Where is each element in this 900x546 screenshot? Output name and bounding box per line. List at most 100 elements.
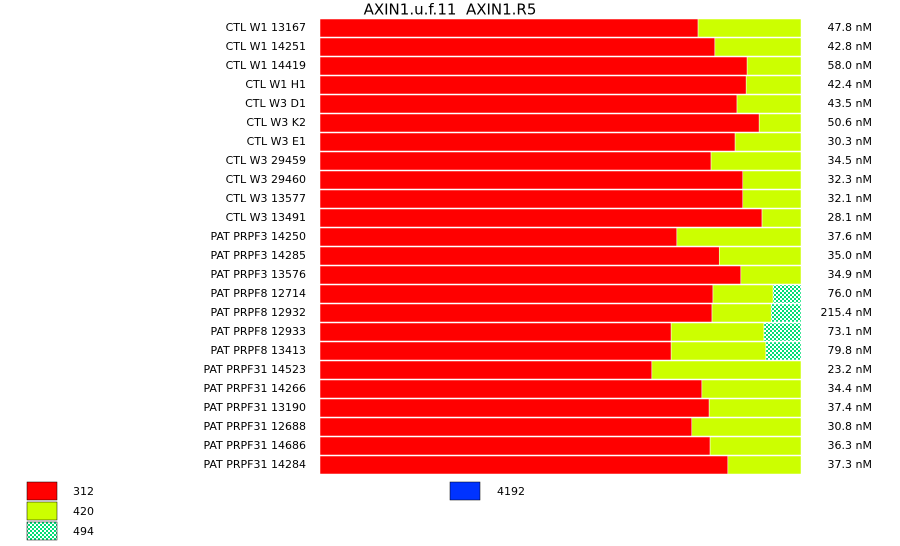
concentration-label: 37.3 nM	[828, 458, 872, 471]
bar-segment	[319, 379, 703, 399]
row-label: PAT PRPF31 13190	[203, 401, 306, 414]
bar-segment	[761, 208, 802, 228]
bar-segment	[319, 417, 693, 437]
row-label: CTL W3 D1	[245, 97, 306, 110]
chart-title: AXIN1.u.f.11 AXIN1.R5	[364, 1, 537, 19]
bar-segment	[319, 360, 653, 380]
bar-segment	[676, 227, 802, 247]
row-label: PAT PRPF31 14266	[203, 382, 306, 395]
legend-swatch	[26, 521, 58, 541]
bar-segment	[319, 341, 672, 361]
bar-segment	[319, 265, 742, 285]
bar-segment	[319, 75, 747, 95]
concentration-label: 43.5 nM	[828, 97, 872, 110]
concentration-label: 42.8 nM	[828, 40, 872, 53]
bar-segment	[740, 265, 802, 285]
row-label: CTL W3 29460	[226, 173, 306, 186]
row-label: CTL W1 14419	[226, 59, 306, 72]
bar-segment	[745, 75, 802, 95]
row-label: PAT PRPF8 12933	[210, 325, 306, 338]
concentration-label: 34.5 nM	[828, 154, 872, 167]
bar-segment	[712, 284, 774, 304]
concentration-label: 32.3 nM	[828, 173, 872, 186]
concentration-label: 30.8 nM	[828, 420, 872, 433]
row-label: CTL W3 13577	[226, 192, 306, 205]
bar-segment	[709, 436, 802, 456]
concentration-label: 32.1 nM	[828, 192, 872, 205]
bar-segment	[701, 379, 802, 399]
concentration-label: 37.4 nM	[828, 401, 872, 414]
row-label: PAT PRPF31 14523	[203, 363, 306, 376]
bar-segment	[670, 341, 767, 361]
bar-segment	[319, 227, 678, 247]
concentration-label: 47.8 nM	[828, 21, 872, 34]
bar-segment	[691, 417, 802, 437]
bar-segment	[727, 455, 802, 475]
bar-segment	[708, 398, 802, 418]
row-label: PAT PRPF3 13576	[210, 268, 306, 281]
bar-segment	[770, 303, 802, 323]
bar-segment	[319, 132, 736, 152]
row-label: PAT PRPF31 12688	[203, 420, 306, 433]
legend-swatch	[26, 481, 58, 501]
bar-segment	[711, 303, 772, 323]
bar-segment	[670, 322, 765, 342]
bar-segment	[319, 18, 699, 38]
bar-segment	[319, 170, 744, 190]
concentration-label: 34.4 nM	[828, 382, 872, 395]
concentration-label: 28.1 nM	[828, 211, 872, 224]
row-label: PAT PRPF8 13413	[210, 344, 306, 357]
row-label: CTL W1 H1	[245, 78, 306, 91]
bar-segment	[319, 113, 760, 133]
row-label: CTL W3 K2	[246, 116, 306, 129]
bar-segment	[714, 37, 802, 57]
row-label: CTL W3 29459	[226, 154, 306, 167]
bar-segment	[319, 208, 763, 228]
bar-segment	[319, 436, 711, 456]
concentration-label: 42.4 nM	[828, 78, 872, 91]
row-label: CTL W1 14251	[226, 40, 306, 53]
concentration-label: 34.9 nM	[828, 268, 872, 281]
bar-segment	[319, 151, 712, 171]
bar-segment	[319, 322, 672, 342]
legend-label: 312	[73, 485, 94, 498]
concentration-label: 37.6 nM	[828, 230, 872, 243]
concentration-label: 23.2 nM	[828, 363, 872, 376]
legend-swatch	[26, 501, 58, 521]
bar-segment	[319, 56, 748, 76]
bar-segment	[765, 341, 802, 361]
concentration-label: 30.3 nM	[828, 135, 872, 148]
row-label: PAT PRPF31 14686	[203, 439, 306, 452]
row-label: CTL W3 E1	[247, 135, 306, 148]
row-label: CTL W3 13491	[226, 211, 306, 224]
bar-segment	[710, 151, 802, 171]
row-label: CTL W1 13167	[226, 21, 306, 34]
bar-segment	[319, 455, 729, 475]
legend-label: 4192	[497, 485, 525, 498]
bar-segment	[697, 18, 802, 38]
bar-segment	[742, 189, 802, 209]
bar-segment	[718, 246, 802, 266]
concentration-label: 36.3 nM	[828, 439, 872, 452]
bar-segment	[763, 322, 802, 342]
bar-segment	[772, 284, 802, 304]
concentration-label: 76.0 nM	[828, 287, 872, 300]
bar-segment	[734, 132, 802, 152]
legend-label: 494	[73, 525, 94, 538]
concentration-label: 50.6 nM	[828, 116, 872, 129]
bar-segment	[758, 113, 802, 133]
bar-segment	[651, 360, 802, 380]
bar-segment	[319, 284, 714, 304]
bar-segment	[319, 189, 744, 209]
concentration-label: 79.8 nM	[828, 344, 872, 357]
concentration-label: 215.4 nM	[821, 306, 872, 319]
bar-segment	[319, 398, 710, 418]
bar-segment	[319, 303, 713, 323]
bar-segment	[742, 170, 802, 190]
bar-segment	[736, 94, 802, 114]
legend-swatch	[449, 481, 481, 501]
concentration-label: 58.0 nM	[828, 59, 872, 72]
row-label: PAT PRPF31 14284	[203, 458, 306, 471]
legend-label: 420	[73, 505, 94, 518]
